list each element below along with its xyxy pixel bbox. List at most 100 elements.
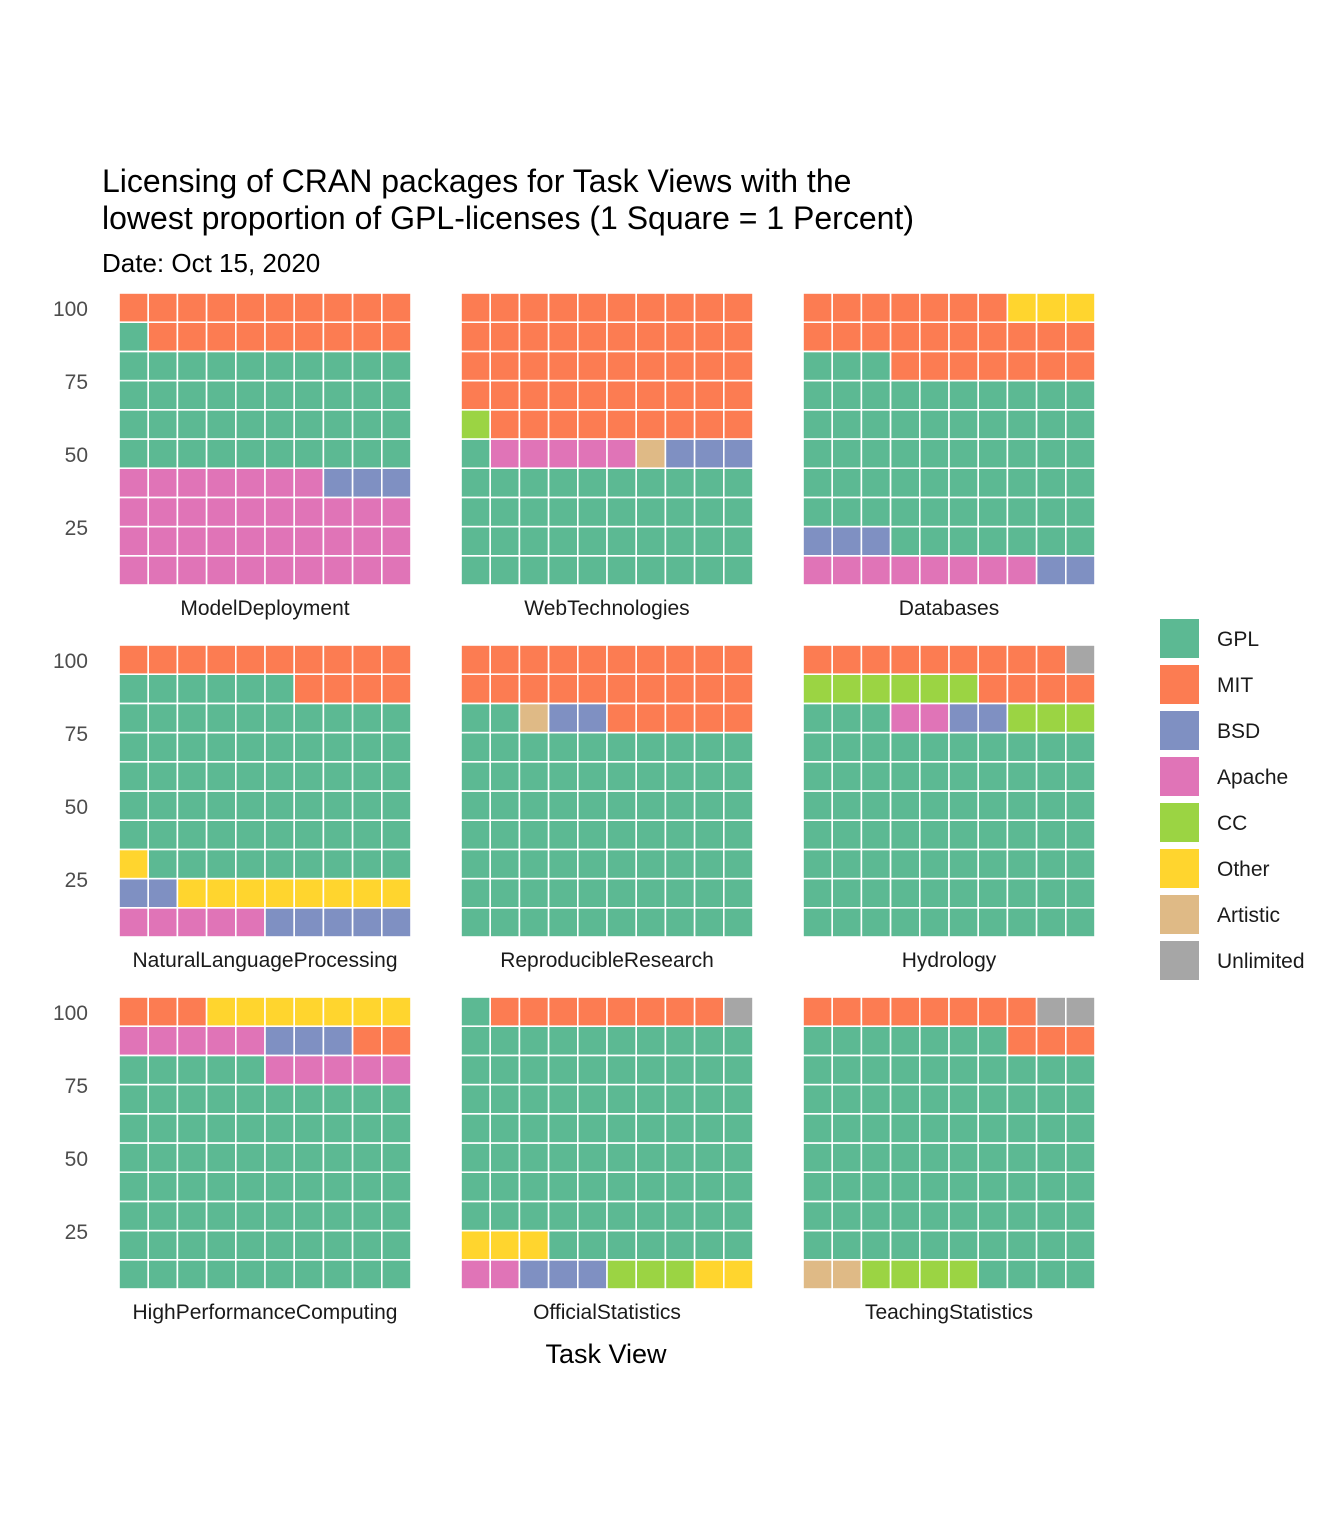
waffle-cell-GPL bbox=[860, 1054, 892, 1086]
waffle-cell-MIT bbox=[1065, 321, 1096, 353]
waffle-cell-GPL bbox=[693, 496, 725, 528]
legend-swatch-Artistic bbox=[1160, 895, 1199, 934]
waffle-cell-GPL bbox=[1006, 1200, 1038, 1232]
waffle-cell-Apache bbox=[235, 906, 266, 938]
waffle-cell-GPL bbox=[518, 790, 550, 822]
waffle-cell-GPL bbox=[235, 1229, 266, 1261]
waffle-cell-GPL bbox=[948, 1229, 980, 1261]
waffle-cell-GPL bbox=[489, 1054, 521, 1086]
waffle-cell-GPL bbox=[293, 1229, 325, 1261]
waffle-cell-Other bbox=[351, 996, 383, 1028]
waffle-cell-Apache bbox=[1006, 554, 1038, 586]
waffle-cell-GPL bbox=[351, 408, 383, 440]
waffle-cell-GPL bbox=[351, 1113, 383, 1144]
waffle-cell-GPL bbox=[380, 731, 412, 763]
waffle-cell-GPL bbox=[693, 819, 725, 851]
waffle-cell-GPL bbox=[547, 1171, 579, 1203]
waffle-cell-CC bbox=[948, 1259, 980, 1290]
waffle-cell-GPL bbox=[489, 731, 521, 763]
waffle-cell-GPL bbox=[802, 1083, 834, 1115]
panel-label: NaturalLanguageProcessing bbox=[132, 949, 397, 972]
waffle-cell-MIT bbox=[948, 996, 980, 1028]
waffle-cell-GPL bbox=[547, 467, 579, 499]
waffle-cell-GPL bbox=[235, 379, 266, 411]
waffle-cell-Apache bbox=[235, 496, 266, 528]
waffle-cell-GPL bbox=[693, 1200, 725, 1232]
waffle-cell-GPL bbox=[918, 731, 950, 763]
waffle-cell-MIT bbox=[693, 321, 725, 353]
waffle-cell-GPL bbox=[205, 1229, 237, 1261]
waffle-cell-GPL bbox=[693, 1025, 725, 1057]
waffle-cell-GPL bbox=[118, 321, 150, 353]
waffle-cell-Other bbox=[293, 996, 325, 1028]
waffle-cell-MIT bbox=[606, 996, 638, 1028]
waffle-cell-Apache bbox=[176, 554, 208, 586]
waffle-cell-GPL bbox=[635, 731, 667, 763]
waffle-cell-MIT bbox=[606, 350, 638, 382]
waffle-cell-GPL bbox=[118, 408, 150, 440]
waffle-cell-Apache bbox=[547, 438, 579, 470]
waffle-cell-GPL bbox=[948, 1113, 980, 1144]
waffle-cell-MIT bbox=[547, 292, 579, 324]
waffle-cell-GPL bbox=[606, 1200, 638, 1232]
waffle-cell-GPL bbox=[460, 760, 492, 792]
waffle-cell-GPL bbox=[802, 906, 834, 938]
waffle-cell-GPL bbox=[948, 408, 980, 440]
waffle-cell-GPL bbox=[860, 438, 892, 470]
waffle-cell-GPL bbox=[722, 731, 754, 763]
waffle-cell-MIT bbox=[635, 292, 667, 324]
waffle-cell-GPL bbox=[235, 731, 266, 763]
waffle-cell-GPL bbox=[264, 1142, 296, 1174]
legend-swatch-Unlimited bbox=[1160, 941, 1199, 980]
panel-Databases: Databases bbox=[802, 292, 1096, 620]
waffle-cell-MIT bbox=[1006, 996, 1038, 1028]
waffle-cell-Apache bbox=[205, 906, 237, 938]
waffle-cell-GPL bbox=[802, 1113, 834, 1144]
waffle-cell-GPL bbox=[351, 1200, 383, 1232]
waffle-cell-BSD bbox=[518, 1259, 550, 1290]
waffle-cell-MIT bbox=[460, 673, 492, 705]
waffle-cell-GPL bbox=[1035, 1142, 1067, 1174]
waffle-cell-GPL bbox=[1006, 379, 1038, 411]
panel-OfficialStatistics: OfficialStatistics bbox=[460, 996, 754, 1324]
waffle-cell-GPL bbox=[576, 1054, 608, 1086]
waffle-cell-GPL bbox=[176, 760, 208, 792]
waffle-cell-MIT bbox=[635, 321, 667, 353]
waffle-cell-Other bbox=[1006, 292, 1038, 324]
waffle-cell-MIT bbox=[1006, 321, 1038, 353]
legend-label-BSD: BSD bbox=[1217, 720, 1260, 743]
waffle-cell-GPL bbox=[802, 1229, 834, 1261]
waffle-cell-MIT bbox=[635, 379, 667, 411]
waffle-cell-BSD bbox=[1065, 554, 1096, 586]
waffle-cell-GPL bbox=[664, 848, 696, 880]
waffle-cell-MIT bbox=[831, 644, 863, 676]
waffle-cell-MIT bbox=[1006, 350, 1038, 382]
waffle-cell-GPL bbox=[1035, 877, 1067, 909]
legend-swatch-BSD bbox=[1160, 711, 1199, 750]
waffle-cell-CC bbox=[635, 1259, 667, 1290]
waffle-cell-GPL bbox=[1065, 877, 1096, 909]
waffle-cell-GPL bbox=[1006, 525, 1038, 557]
waffle-cell-GPL bbox=[606, 877, 638, 909]
waffle-cell-Apache bbox=[918, 702, 950, 734]
waffle-cell-Apache bbox=[460, 1259, 492, 1290]
waffle-cell-GPL bbox=[802, 350, 834, 382]
waffle-cell-Apache bbox=[977, 554, 1009, 586]
waffle-cell-Apache bbox=[322, 554, 354, 586]
waffle-cell-GPL bbox=[1065, 1083, 1096, 1115]
waffle-cell-Other bbox=[380, 996, 412, 1028]
waffle-cell-GPL bbox=[606, 790, 638, 822]
waffle-cell-BSD bbox=[118, 877, 150, 909]
waffle-cell-GPL bbox=[576, 1113, 608, 1144]
waffle-cell-MIT bbox=[460, 350, 492, 382]
waffle-cell-BSD bbox=[322, 1025, 354, 1057]
waffle-cell-GPL bbox=[351, 1259, 383, 1290]
waffle-cell-GPL bbox=[264, 702, 296, 734]
waffle-cell-GPL bbox=[918, 379, 950, 411]
y-tick-label: 75 bbox=[65, 723, 88, 746]
waffle-cell-GPL bbox=[860, 1142, 892, 1174]
waffle-cell-MIT bbox=[576, 350, 608, 382]
waffle-cell-GPL bbox=[293, 848, 325, 880]
waffle-cell-GPL bbox=[635, 790, 667, 822]
y-tick-label: 75 bbox=[65, 1075, 88, 1098]
